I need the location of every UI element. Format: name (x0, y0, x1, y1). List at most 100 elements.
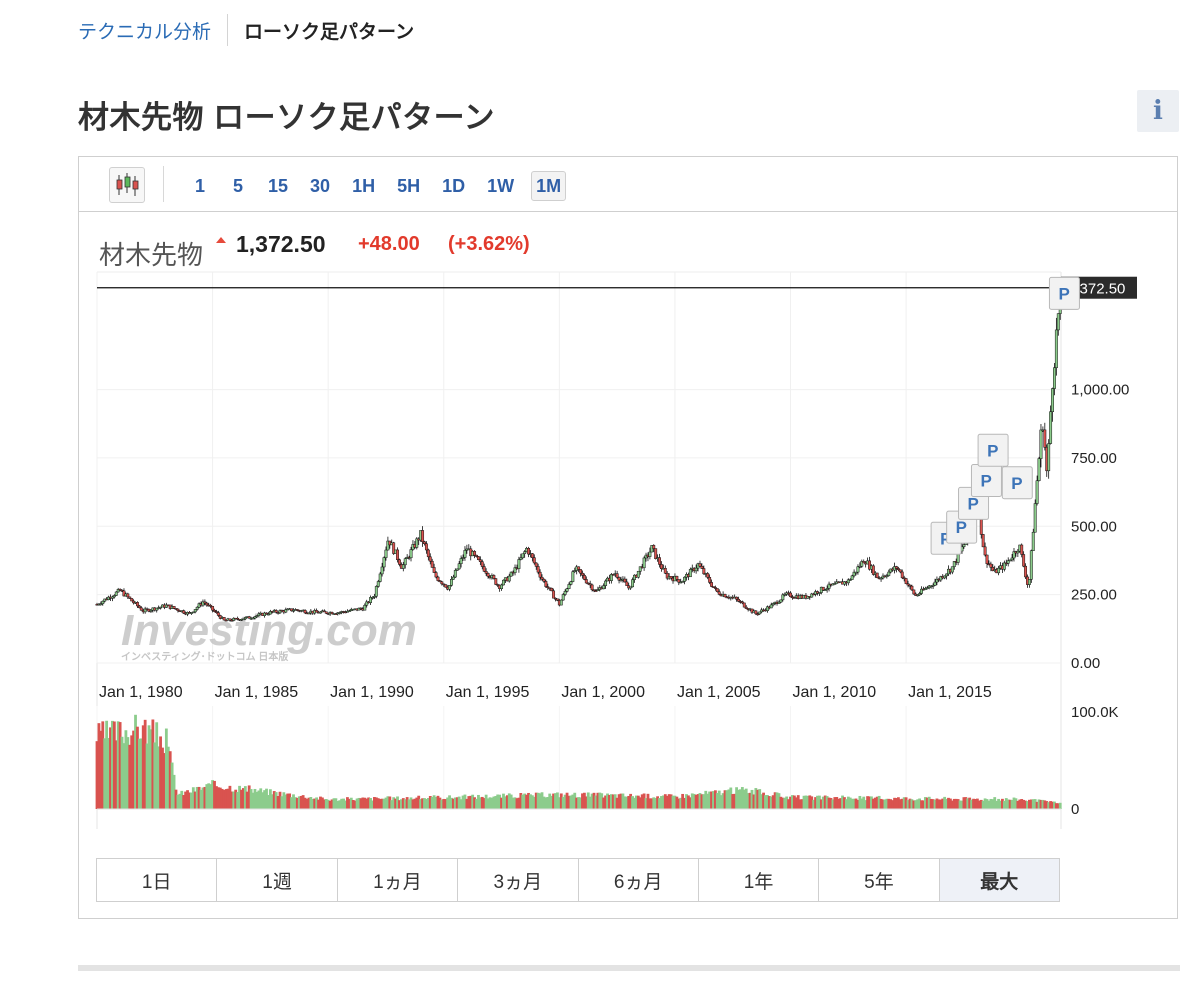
volume-bar-down (465, 798, 469, 809)
interval-5[interactable]: 5 (232, 176, 243, 196)
candle-down (756, 613, 760, 616)
chart-toolbar: 1 5 15 30 1H 5H 1D 1W 1M (79, 157, 1177, 212)
volume-bar-down (972, 798, 975, 809)
up-arrow-icon (216, 237, 226, 243)
interval-1d[interactable]: 1D (442, 176, 466, 196)
volume-bar-down (213, 780, 216, 809)
candle-up (448, 585, 451, 590)
range-button-2[interactable]: 1ヵ月 (338, 859, 459, 901)
volume-bar-up (775, 792, 779, 809)
volume-bar-down (168, 751, 172, 809)
interval-1w[interactable]: 1W (487, 176, 515, 196)
candle-up (319, 611, 322, 614)
tab-candlestick-patterns[interactable]: ローソク足パターン (244, 21, 415, 43)
candle-up (386, 540, 390, 551)
candle-up (1049, 411, 1053, 444)
candle-down (584, 579, 588, 584)
volume-bar-down (413, 798, 417, 809)
candle-down (744, 606, 748, 609)
candle-up (253, 616, 257, 619)
candlestick-type-button[interactable] (109, 167, 145, 203)
interval-1[interactable]: 1 (194, 176, 205, 196)
y-tick-label: 0.00 (1071, 655, 1100, 672)
volume-bar-down (922, 800, 925, 809)
volume-bar-up (712, 791, 715, 809)
volume-bar-up (737, 789, 740, 809)
volume-bar-down (417, 795, 421, 809)
volume-bar-up (989, 798, 993, 809)
volume-bar-down (808, 795, 812, 809)
volume-bar-up (548, 793, 552, 809)
info-button[interactable]: i (1137, 90, 1179, 132)
volume-bar-down (904, 797, 908, 809)
volume-bar-up (719, 795, 723, 809)
interval-5h[interactable]: 5H (397, 176, 421, 196)
volume-bar-down (912, 800, 916, 809)
volume-bar-up (721, 793, 725, 809)
volume-bar-down (950, 800, 954, 809)
volume-bar-down (833, 797, 837, 809)
candle-down (590, 584, 594, 591)
volume-bar-up (201, 787, 205, 809)
range-button-0[interactable]: 1日 (97, 859, 218, 901)
volume-bar-up (513, 797, 517, 809)
volume-bar-up (172, 774, 176, 809)
candle-down (476, 556, 480, 560)
volume-bar-up (274, 792, 278, 809)
interval-30[interactable]: 30 (310, 176, 331, 196)
candle-down (742, 602, 746, 608)
interval-1h[interactable]: 1H (352, 176, 376, 196)
candle-up (380, 566, 384, 575)
volume-bar-down (733, 793, 737, 809)
range-button-3[interactable]: 3ヵ月 (458, 859, 579, 901)
volume-bar-up (419, 799, 423, 809)
candle-up (459, 558, 463, 564)
candle-up (241, 618, 245, 621)
volume-bar-down (482, 798, 486, 809)
candle-down (660, 564, 663, 570)
candle-down (588, 583, 592, 586)
candle-up (567, 584, 571, 589)
volume-bar-down (436, 795, 440, 809)
volume-bar-down (611, 794, 615, 809)
range-button-1[interactable]: 1週 (217, 859, 338, 901)
volume-bar-up (916, 799, 920, 809)
volume-bar-down (444, 799, 448, 809)
volume-bar-up (671, 795, 675, 809)
volume-bar-down (575, 797, 579, 809)
volume-bar-up (852, 798, 856, 809)
volume-bar-down (827, 797, 831, 809)
volume-bar-up (702, 794, 706, 809)
candle-down (136, 602, 139, 607)
interval-1m[interactable]: 1M (531, 171, 567, 201)
volume-bar-up (459, 799, 463, 809)
volume-bar-down (669, 794, 673, 809)
candle-up (681, 581, 685, 583)
candle-down (480, 561, 484, 567)
candle-down (230, 620, 234, 622)
candle-down (715, 588, 719, 593)
volume-bar-up (727, 789, 731, 809)
volume-bar-up (502, 793, 505, 809)
candle-down (247, 616, 251, 619)
range-button-4[interactable]: 6ヵ月 (579, 859, 699, 901)
range-button-5[interactable]: 1年 (699, 859, 820, 901)
volume-bar-down (939, 799, 943, 809)
volume-bar-down (442, 798, 446, 809)
range-button-6[interactable]: 5年 (819, 859, 940, 901)
volume-bar-up (1037, 799, 1041, 809)
volume-bar-down (1051, 801, 1054, 809)
volume-bar-up (704, 790, 708, 809)
volume-bar-up (315, 797, 319, 809)
x-tick-label: Jan 1, 1985 (215, 684, 299, 701)
interval-15[interactable]: 15 (268, 176, 289, 196)
candle-down (577, 566, 581, 570)
range-button-7[interactable]: 最大 (939, 859, 1059, 901)
volume-bar-up (742, 789, 746, 809)
candle-up (149, 610, 153, 612)
tab-technical-analysis[interactable]: テクニカル分析 (78, 21, 212, 43)
candle-down (128, 596, 132, 599)
candle-up (521, 553, 525, 559)
volume-bar-up (685, 794, 688, 809)
